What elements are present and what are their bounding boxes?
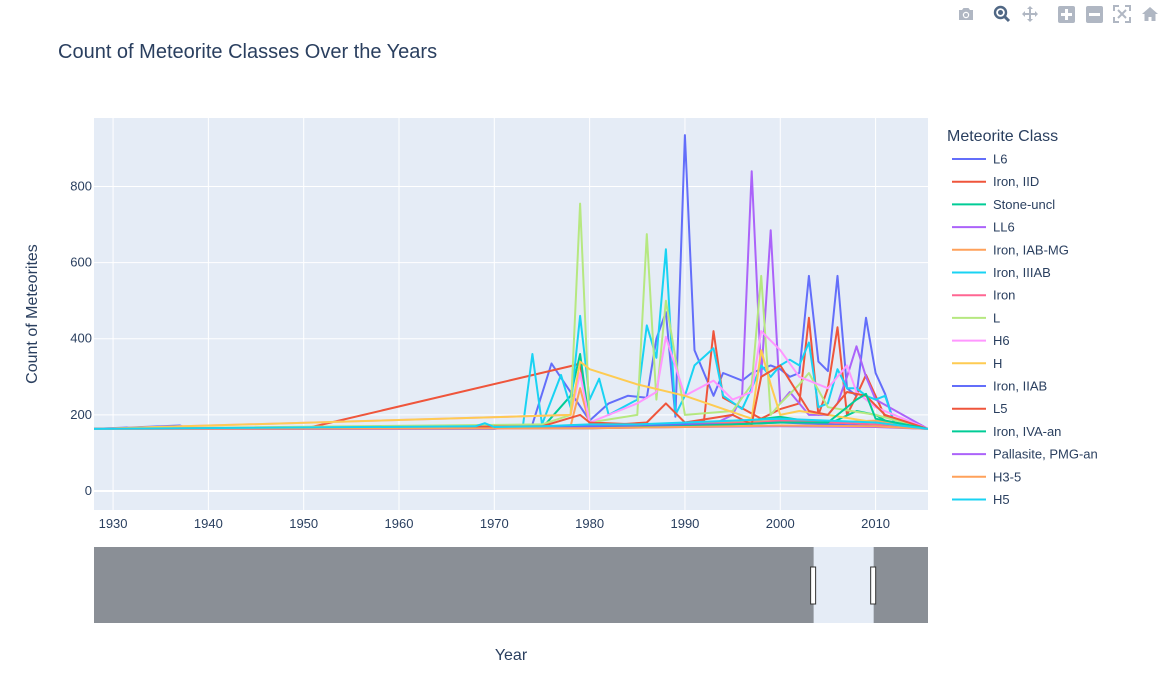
legend-label: LL6 — [993, 220, 1015, 235]
range-slider-handle-right[interactable] — [870, 566, 877, 605]
x-tick-label: 2000 — [766, 516, 795, 531]
legend-item[interactable]: L — [952, 310, 1000, 325]
x-tick-label: 2010 — [861, 516, 890, 531]
legend-item[interactable]: Iron, IIIAB — [952, 265, 1051, 280]
y-tick-label: 600 — [70, 255, 92, 270]
legend-item[interactable]: Pallasite, PMG-an — [952, 447, 1098, 462]
y-tick-label: 400 — [70, 331, 92, 346]
legend-label: Iron, IVA-an — [993, 424, 1061, 439]
camera-icon[interactable] — [953, 2, 979, 26]
legend-item[interactable]: H5 — [952, 492, 1010, 507]
y-tick-label: 0 — [85, 483, 92, 498]
legend-item[interactable]: LL6 — [952, 220, 1015, 235]
legend-item[interactable]: H6 — [952, 333, 1010, 348]
legend-label: Iron, IAB-MG — [993, 242, 1069, 257]
series-line-5[interactable] — [94, 248, 928, 430]
legend-item[interactable]: H3-5 — [952, 469, 1021, 484]
x-tick-label: 1970 — [480, 516, 509, 531]
grid — [94, 118, 928, 510]
zoom-in-icon[interactable] — [1053, 2, 1079, 26]
chart-title: Count of Meteorite Classes Over the Year… — [58, 41, 437, 63]
series-line-7[interactable] — [94, 202, 928, 430]
x-tick-label: 1990 — [670, 516, 699, 531]
legend-title: Meteorite Class — [947, 128, 1058, 145]
legend-label: Iron, IIAB — [993, 379, 1047, 394]
modebar — [953, 2, 1163, 26]
legend-item[interactable]: Iron, IVA-an — [952, 424, 1061, 439]
legend-item[interactable]: Iron — [952, 288, 1015, 303]
zoom-out-icon[interactable] — [1081, 2, 1107, 26]
range-slider-handle-left[interactable] — [810, 566, 817, 605]
autoscale-icon[interactable] — [1109, 2, 1135, 26]
legend-item[interactable]: Stone-uncl — [952, 197, 1055, 212]
legend-item[interactable]: Iron, IAB-MG — [952, 242, 1069, 257]
legend-item[interactable]: H — [952, 356, 1002, 371]
legend-label: H — [993, 356, 1002, 371]
plot-area[interactable] — [94, 118, 928, 510]
legend-label: L6 — [993, 152, 1007, 167]
series-lines — [94, 134, 928, 430]
range-slider[interactable] — [94, 547, 928, 623]
x-tick-label: 1930 — [99, 516, 128, 531]
legend-label: Iron, IIIAB — [993, 265, 1051, 280]
legend-label: H5 — [993, 492, 1010, 507]
x-axis-title: Year — [495, 647, 528, 664]
y-ticks: 0 200 400 600 800 — [70, 179, 92, 498]
home-icon[interactable] — [1137, 2, 1163, 26]
x-ticks: 1930 1940 1950 1960 1970 1980 1990 2000 2010 — [99, 516, 890, 531]
legend-item[interactable]: Iron, IIAB — [952, 379, 1047, 394]
legend-label: Pallasite, PMG-an — [993, 447, 1098, 462]
pan-icon[interactable] — [1017, 2, 1043, 26]
x-tick-label: 1960 — [385, 516, 414, 531]
series-line-15[interactable] — [94, 417, 928, 430]
y-tick-label: 200 — [70, 407, 92, 422]
y-axis-title: Count of Meteorites — [24, 244, 41, 384]
x-tick-label: 1940 — [194, 516, 223, 531]
zoom-icon[interactable] — [989, 2, 1015, 26]
legend-label: L — [993, 310, 1000, 325]
legend-label: L5 — [993, 401, 1007, 416]
y-tick-label: 800 — [70, 179, 92, 194]
legend-item[interactable]: L6 — [952, 152, 1007, 167]
legend: L6 Iron, IID Stone-uncl LL6 Iron, IAB-MG Iron… — [952, 152, 1098, 507]
legend-item[interactable]: Iron, IID — [952, 174, 1039, 189]
series-line-14[interactable] — [94, 424, 928, 430]
legend-item[interactable]: L5 — [952, 401, 1007, 416]
legend-label: Iron — [993, 288, 1015, 303]
x-tick-label: 1980 — [575, 516, 604, 531]
x-tick-label: 1950 — [289, 516, 318, 531]
range-slider-mask-left — [94, 547, 814, 623]
legend-label: Iron, IID — [993, 174, 1039, 189]
legend-label: H6 — [993, 333, 1010, 348]
range-slider-mask-right — [873, 547, 928, 623]
legend-label: H3-5 — [993, 469, 1021, 484]
legend-label: Stone-uncl — [993, 197, 1055, 212]
